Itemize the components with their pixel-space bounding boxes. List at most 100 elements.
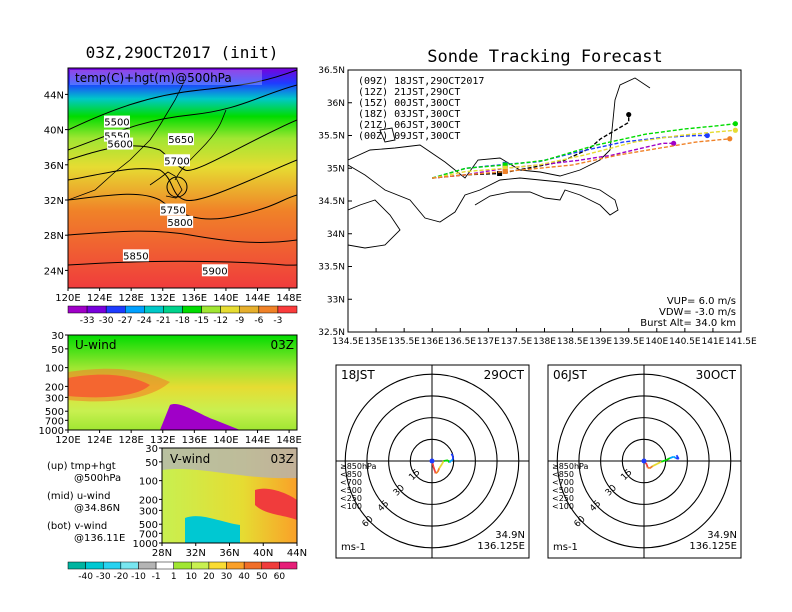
tracking-x-tick-label: 141E — [701, 337, 724, 347]
colorbar-v-label: -30 — [96, 572, 111, 582]
x-tick-label: 140E — [213, 293, 238, 304]
colorbar-500-swatch — [105, 305, 126, 314]
v-wind-time: 03Z — [271, 452, 295, 466]
colorbar-v-label: 30 — [221, 572, 233, 582]
colorbar-500-swatch — [125, 305, 145, 314]
colorbar-500-label: -15 — [194, 316, 209, 326]
colorbar-v-swatch — [173, 561, 192, 570]
subtitle-bg — [70, 70, 262, 85]
x-tick-label: 120E — [55, 293, 80, 304]
track-line-5 — [432, 138, 730, 179]
u-y-tick-label: 100 — [45, 364, 64, 375]
colorbar-v-swatch — [208, 561, 227, 570]
tracking-title: Sonde Tracking Forecast — [427, 47, 662, 67]
u-x-tick-label: 148E — [276, 435, 301, 446]
y-tick-label: 40N — [44, 126, 64, 137]
tracking-y-tick-label: 36.5N — [318, 66, 345, 76]
hodo-time-4: 18JST — [341, 368, 375, 382]
coastline — [174, 109, 227, 181]
colorbar-500-swatch — [86, 305, 107, 314]
height-contour — [68, 230, 297, 243]
u-wind-frame — [67, 334, 298, 431]
hodo-location: 34.9N — [495, 530, 525, 541]
contour-label: 5800 — [167, 218, 192, 229]
u-wind-jet — [68, 368, 170, 402]
track-legend-5: (00Z) 09JST,30OCT — [358, 131, 460, 142]
coastline — [348, 199, 401, 249]
tracking-y-tick-label: 33.5N — [318, 263, 345, 273]
hodo-start-5 — [641, 458, 647, 464]
track-line-1 — [432, 142, 674, 179]
hodo-trace-5 — [661, 459, 666, 463]
colorbar-v-swatch — [138, 561, 157, 570]
tracking-x-tick-label: 136.5E — [445, 337, 477, 347]
hodo-trace-4 — [450, 458, 454, 462]
colorbar-v-swatch — [261, 561, 280, 570]
hodo-level-legend: <850 — [340, 470, 362, 479]
track-end-0 — [626, 111, 632, 118]
hodo-trace-5 — [669, 455, 674, 459]
tracking-annotation: VUP= 6.0 m/s — [667, 296, 736, 307]
u-x-tick-label: 128E — [118, 435, 143, 446]
colorbar-500-label: -12 — [213, 316, 228, 326]
v-x-tick-label: 36N — [219, 548, 239, 559]
u-y-tick-label: 300 — [45, 393, 64, 404]
track-line-0 — [432, 114, 630, 179]
coastline — [149, 171, 183, 199]
colorbar-500-swatch — [163, 305, 183, 314]
coastline — [68, 79, 186, 201]
hodo-level-legend: <850 — [552, 470, 574, 479]
contour-label: 5700 — [164, 156, 189, 167]
legend-legend_up: (up) tmp+hgt — [47, 461, 116, 472]
hodo-trace-4 — [450, 453, 454, 458]
y-tick-label: 44N — [44, 90, 64, 101]
u-wind-time: 03Z — [271, 338, 295, 352]
colorbar-v-label: -20 — [113, 572, 128, 582]
tracking-y-tick-label: 34.5N — [318, 197, 345, 207]
contour-label-bg — [167, 215, 194, 228]
colorbar-500-swatch — [144, 305, 164, 314]
v-y-tick-label: 300 — [139, 506, 158, 517]
colorbar-v-label: 60 — [274, 572, 286, 582]
hodo-trace-4 — [448, 460, 452, 464]
track-legend-3: (18Z) 03JST,30OCT — [358, 109, 460, 120]
contour-label-bg — [201, 264, 228, 277]
v-x-tick-label: 44N — [287, 548, 307, 559]
colorbar-500-label: -24 — [137, 316, 152, 326]
v-y-tick-label: 1000 — [133, 539, 158, 550]
hodo-trace-5 — [665, 457, 671, 462]
colorbar-v-swatch — [191, 561, 210, 570]
colorbar-v-label: -40 — [78, 572, 93, 582]
x-tick-label: 132E — [150, 293, 175, 304]
height-contour — [68, 84, 297, 151]
hodo-location2: 136.125E — [689, 541, 737, 552]
v-x-tick-label: 40N — [253, 548, 273, 559]
v-wind-neutral — [162, 448, 297, 479]
track-legend-4: (21Z) 06JST,30OCT — [358, 120, 460, 131]
hodo-trace-5 — [675, 454, 680, 460]
tracking-x-tick-label: 137E — [477, 337, 500, 347]
contour-label: 5650 — [168, 135, 193, 146]
colorbar-500-label: -3 — [273, 316, 282, 326]
colorbar-v-label: 1 — [171, 572, 177, 582]
hodo-level-legend: <700 — [552, 478, 574, 487]
u-y-tick-label: 500 — [45, 407, 64, 418]
colorbar-v-label: 20 — [203, 572, 215, 582]
coastline — [348, 164, 619, 223]
y-tick-label: 28N — [44, 231, 64, 242]
hodo-unit: ms-1 — [341, 542, 366, 553]
track-line-4 — [432, 129, 736, 179]
colorbar-500-swatch — [67, 305, 88, 314]
track-burst-3 — [502, 162, 508, 168]
colorbar-500-label: -6 — [254, 316, 263, 326]
tracking-content — [348, 77, 738, 249]
colorbar-v-swatch — [67, 561, 86, 570]
track-legend-1: (12Z) 21JST,29OCT — [358, 87, 460, 98]
v-wind-negative — [185, 516, 240, 543]
tracking-x-tick-label: 139.5E — [613, 337, 645, 347]
colorbar-500-label: -27 — [118, 316, 133, 326]
coastline — [379, 127, 396, 143]
hodo-trace-4 — [443, 459, 449, 462]
colorbar-500-label: -21 — [156, 316, 171, 326]
